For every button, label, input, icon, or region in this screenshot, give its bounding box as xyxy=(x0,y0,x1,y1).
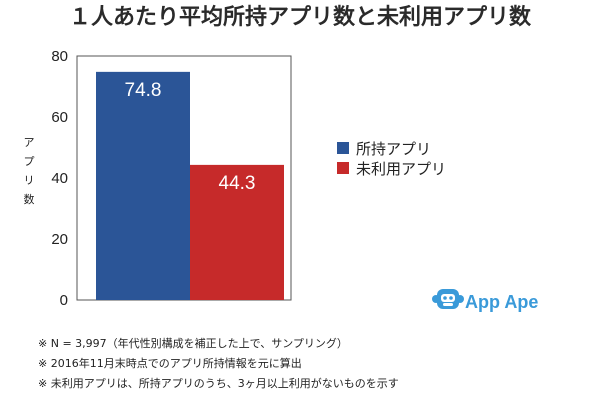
y-axis-ticks: 0 20 40 60 80 xyxy=(51,48,68,309)
footnote: ※ 2016年11月末時点でのアプリ所持情報を元に算出 xyxy=(38,356,302,370)
y-axis-title: アプリ数 xyxy=(24,136,35,206)
ape-face-icon xyxy=(432,289,464,309)
data-labels: 74.8 44.3 xyxy=(125,80,256,194)
footnotes: ※ N = 3,997（年代性別構成を補正した上で、サンプリング） ※ 2016年… xyxy=(38,336,399,390)
legend-swatch xyxy=(337,142,349,154)
legend-label: 所持アプリ xyxy=(356,140,431,158)
legend-swatch xyxy=(337,162,349,174)
chart-title: １人あたり平均所持アプリ数と未利用アプリ数 xyxy=(69,4,532,30)
data-label: 44.3 xyxy=(219,173,256,194)
data-label: 74.8 xyxy=(125,80,162,101)
footnote: ※ 未利用アプリは、所持アプリのうち、3ヶ月以上利用がないものを示す xyxy=(38,376,399,390)
y-tick-label: 80 xyxy=(51,48,68,65)
app-ape-logo: App Ape xyxy=(432,289,538,312)
footnote: ※ N = 3,997（年代性別構成を補正した上で、サンプリング） xyxy=(38,336,348,350)
bars xyxy=(96,71,284,300)
y-tick-label: 20 xyxy=(51,231,68,248)
legend-label: 未利用アプリ xyxy=(356,160,446,178)
y-axis-label: アプリ数 xyxy=(24,136,35,206)
bar-unused-apps xyxy=(190,164,284,300)
y-tick-label: 40 xyxy=(51,170,68,187)
bar-owned-apps xyxy=(96,71,190,300)
brand-name: App Ape xyxy=(465,292,538,312)
y-tick-label: 0 xyxy=(60,292,68,309)
y-tick-label: 60 xyxy=(51,109,68,126)
